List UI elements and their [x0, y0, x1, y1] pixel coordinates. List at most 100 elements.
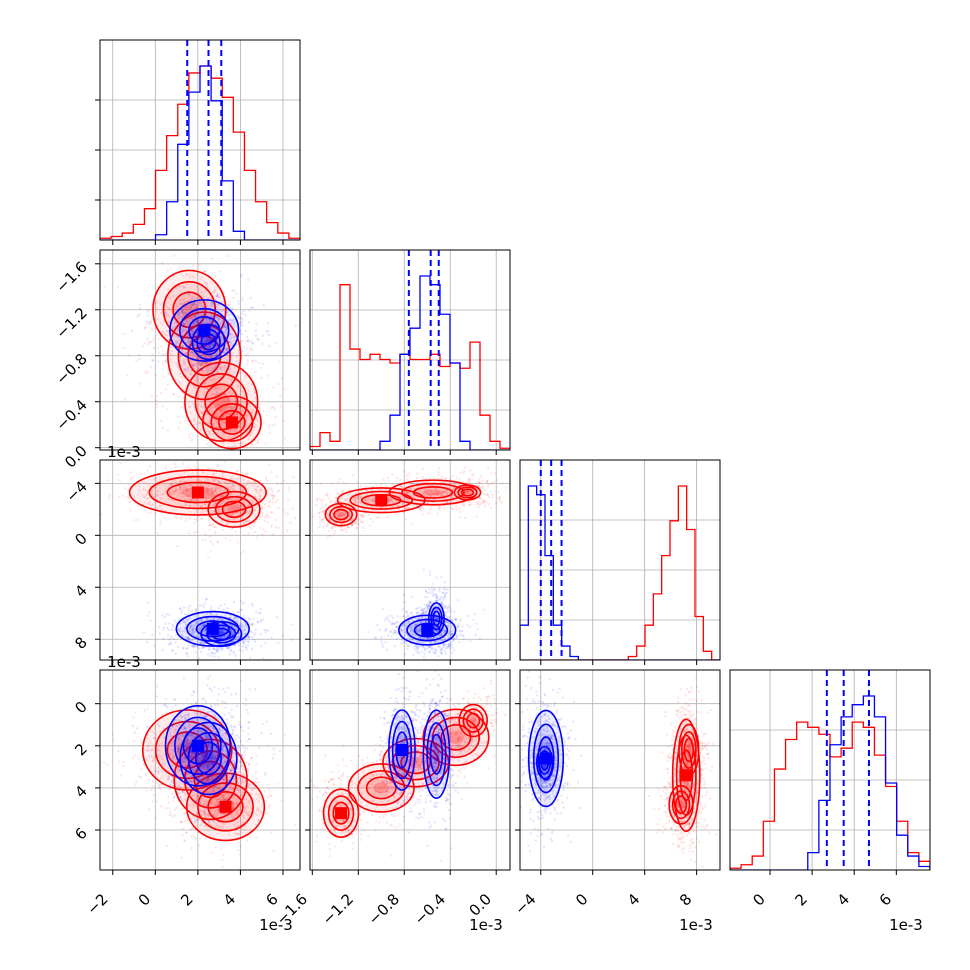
sample-point	[350, 518, 354, 522]
sample-point	[354, 496, 357, 499]
sample-point	[238, 450, 240, 452]
sample-point	[199, 641, 202, 644]
sample-point	[244, 314, 247, 317]
sample-point	[404, 490, 408, 493]
sample-point	[353, 499, 356, 502]
sample-point	[151, 359, 155, 362]
sample-point	[188, 307, 192, 310]
sample-point	[240, 371, 243, 374]
sample-point	[147, 512, 151, 515]
sample-point	[304, 484, 306, 486]
sample-point	[200, 368, 204, 371]
sample-point	[468, 479, 471, 483]
sample-point	[277, 641, 280, 644]
sample-point	[222, 608, 225, 611]
sample-point	[234, 400, 238, 403]
sample-point	[199, 364, 202, 368]
sample-point	[205, 612, 209, 615]
sample-point	[217, 432, 220, 436]
sample-point	[411, 629, 414, 633]
sample-point	[257, 338, 260, 341]
sample-point	[214, 525, 217, 529]
sample-point	[178, 313, 181, 317]
sample-point	[220, 321, 223, 325]
sample-point	[189, 350, 192, 353]
sample-point	[293, 516, 297, 520]
sample-point	[254, 482, 257, 485]
sample-point	[219, 604, 222, 607]
sample-point	[218, 349, 221, 352]
sample-point	[394, 513, 398, 516]
sample-point	[199, 427, 202, 430]
sample-point	[205, 361, 208, 364]
sample-point	[148, 320, 152, 323]
sample-point	[143, 342, 146, 345]
sample-point	[191, 629, 194, 632]
sample-point	[182, 373, 185, 376]
sample-point	[432, 492, 436, 496]
sample-point	[442, 491, 445, 494]
sample-point	[186, 636, 190, 639]
sample-point	[191, 297, 195, 300]
sample-point	[253, 481, 256, 484]
sample-point	[241, 521, 245, 525]
sample-point	[166, 634, 170, 637]
sample-point	[365, 493, 368, 496]
sample-point	[181, 308, 184, 311]
sample-point	[231, 631, 235, 634]
sample-point	[150, 490, 153, 494]
sample-point	[263, 519, 267, 523]
sample-point	[423, 595, 427, 599]
sample-point	[187, 336, 190, 340]
sample-point	[238, 393, 242, 396]
sample-point	[409, 487, 413, 491]
sample-point	[469, 469, 472, 472]
sample-point	[251, 502, 254, 505]
sample-point	[252, 634, 256, 637]
sample-point	[365, 504, 368, 508]
sample-point	[199, 505, 203, 508]
sample-point	[385, 616, 388, 620]
sample-point	[467, 503, 471, 507]
sample-point	[180, 327, 183, 330]
sample-point	[147, 500, 151, 504]
sample-point	[226, 398, 230, 402]
sample-point	[354, 501, 357, 504]
sample-point	[234, 530, 237, 533]
sample-point	[455, 626, 459, 629]
sample-point	[193, 302, 197, 306]
sample-point	[248, 434, 252, 437]
sample-point	[159, 321, 162, 324]
sample-point	[176, 415, 179, 418]
sample-point	[200, 322, 204, 325]
sample-point	[340, 490, 344, 493]
sample-point	[158, 504, 161, 508]
sample-point	[180, 345, 183, 348]
sample-point	[153, 478, 157, 481]
sample-point	[193, 497, 197, 501]
sample-point	[219, 494, 223, 498]
sample-point	[186, 336, 189, 339]
sample-point	[351, 474, 355, 477]
sample-point	[244, 623, 248, 626]
sample-point	[269, 493, 272, 496]
sample-point	[442, 490, 446, 493]
sample-point	[224, 481, 227, 484]
sample-point	[183, 368, 187, 372]
sample-point	[192, 303, 196, 306]
sample-point	[169, 482, 173, 485]
sample-point	[201, 375, 205, 379]
sample-point	[251, 604, 255, 607]
sample-point	[328, 530, 331, 533]
sample-point	[256, 620, 260, 624]
sample-point	[353, 496, 357, 500]
sample-point	[244, 623, 248, 627]
sample-point	[148, 611, 151, 614]
sample-point	[486, 485, 490, 489]
sample-point	[341, 490, 345, 493]
sample-point	[239, 329, 242, 333]
sample-point	[356, 481, 359, 484]
sample-point	[249, 339, 253, 343]
sample-point	[127, 501, 131, 504]
sample-point	[261, 505, 264, 508]
